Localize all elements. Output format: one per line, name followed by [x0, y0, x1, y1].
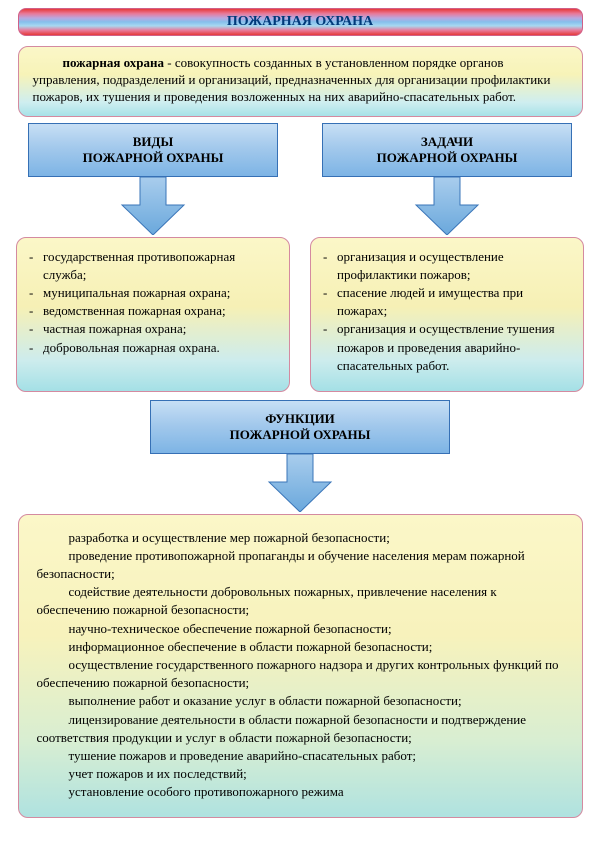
- definition-term: пожарная охрана: [63, 55, 165, 70]
- tasks-heading-line1: ЗАДАЧИ: [329, 134, 565, 150]
- list-item-text: частная пожарная охрана;: [43, 320, 186, 338]
- bullet-dash: -: [29, 302, 43, 320]
- functions-list-box: разработка и осуществление мер пожарной …: [18, 514, 583, 819]
- list-item: - частная пожарная охрана;: [29, 320, 277, 338]
- types-heading-line1: ВИДЫ: [35, 134, 271, 150]
- bullet-dash: -: [29, 339, 43, 357]
- list-item: - государственная противопожарная служба…: [29, 248, 277, 284]
- function-item: осуществление государственного пожарного…: [37, 656, 564, 692]
- list-item-text: спасение людей и имущества при пожарах;: [337, 284, 571, 320]
- types-heading-line2: ПОЖАРНОЙ ОХРАНЫ: [35, 150, 271, 166]
- list-item: - организация и осуществление профилакти…: [323, 248, 571, 284]
- tasks-heading-box: ЗАДАЧИ ПОЖАРНОЙ ОХРАНЫ: [322, 123, 572, 177]
- definition-box: пожарная охрана - совокупность созданных…: [18, 46, 583, 117]
- functions-heading-line2: ПОЖАРНОЙ ОХРАНЫ: [157, 427, 443, 443]
- function-item: тушение пожаров и проведение аварийно-сп…: [37, 747, 564, 765]
- page-title-bar: ПОЖАРНАЯ ОХРАНА: [18, 8, 583, 36]
- bullet-dash: -: [323, 320, 337, 375]
- tasks-list-box: - организация и осуществление профилакти…: [310, 237, 584, 392]
- function-item: установление особого противопожарного ре…: [37, 783, 564, 801]
- list-item: - организация и осуществление тушения по…: [323, 320, 571, 375]
- bullet-dash: -: [29, 248, 43, 284]
- function-item: учет пожаров и их последствий;: [37, 765, 564, 783]
- types-heading-box: ВИДЫ ПОЖАРНОЙ ОХРАНЫ: [28, 123, 278, 177]
- list-item-text: организация и осуществление профилактики…: [337, 248, 571, 284]
- functions-block: ФУНКЦИИ ПОЖАРНОЙ ОХРАНЫ: [10, 400, 590, 512]
- list-item-text: ведомственная пожарная охрана;: [43, 302, 226, 320]
- function-item: содействие деятельности добровольных пож…: [37, 583, 564, 619]
- list-item: - муниципальная пожарная охрана;: [29, 284, 277, 302]
- function-item: лицензирование деятельности в области по…: [37, 711, 564, 747]
- arrow-down-icon: [265, 454, 335, 512]
- list-item-text: добровольная пожарная охрана.: [43, 339, 220, 357]
- list-item: - спасение людей и имущества при пожарах…: [323, 284, 571, 320]
- definition-text: пожарная охрана - совокупность созданных…: [33, 55, 568, 106]
- function-item: разработка и осуществление мер пожарной …: [37, 529, 564, 547]
- bullet-dash: -: [29, 284, 43, 302]
- list-item-text: организация и осуществление тушения пожа…: [337, 320, 571, 375]
- two-column-bullets: - государственная противопожарная служба…: [10, 237, 590, 392]
- bullet-dash: -: [323, 248, 337, 284]
- arrow-down-icon: [118, 177, 188, 235]
- functions-heading-box: ФУНКЦИИ ПОЖАРНОЙ ОХРАНЫ: [150, 400, 450, 454]
- functions-heading-line1: ФУНКЦИИ: [157, 411, 443, 427]
- bullet-dash: -: [323, 284, 337, 320]
- page-title: ПОЖАРНАЯ ОХРАНА: [227, 14, 373, 30]
- function-item: выполнение работ и оказание услуг в обла…: [37, 692, 564, 710]
- arrow-down-icon: [412, 177, 482, 235]
- list-item-text: государственная противопожарная служба;: [43, 248, 277, 284]
- function-item: научно-техническое обеспечение пожарной …: [37, 620, 564, 638]
- two-column-row: ВИДЫ ПОЖАРНОЙ ОХРАНЫ ЗАДАЧИ ПОЖАРНОЙ ОХР…: [10, 123, 590, 235]
- tasks-column: ЗАДАЧИ ПОЖАРНОЙ ОХРАНЫ: [310, 123, 584, 235]
- list-item: - ведомственная пожарная охрана;: [29, 302, 277, 320]
- function-item: проведение противопожарной пропаганды и …: [37, 547, 564, 583]
- tasks-heading-line2: ПОЖАРНОЙ ОХРАНЫ: [329, 150, 565, 166]
- list-item-text: муниципальная пожарная охрана;: [43, 284, 230, 302]
- bullet-dash: -: [29, 320, 43, 338]
- list-item: - добровольная пожарная охрана.: [29, 339, 277, 357]
- function-item: информационное обеспечение в области пож…: [37, 638, 564, 656]
- types-list-box: - государственная противопожарная служба…: [16, 237, 290, 392]
- types-column: ВИДЫ ПОЖАРНОЙ ОХРАНЫ: [16, 123, 290, 235]
